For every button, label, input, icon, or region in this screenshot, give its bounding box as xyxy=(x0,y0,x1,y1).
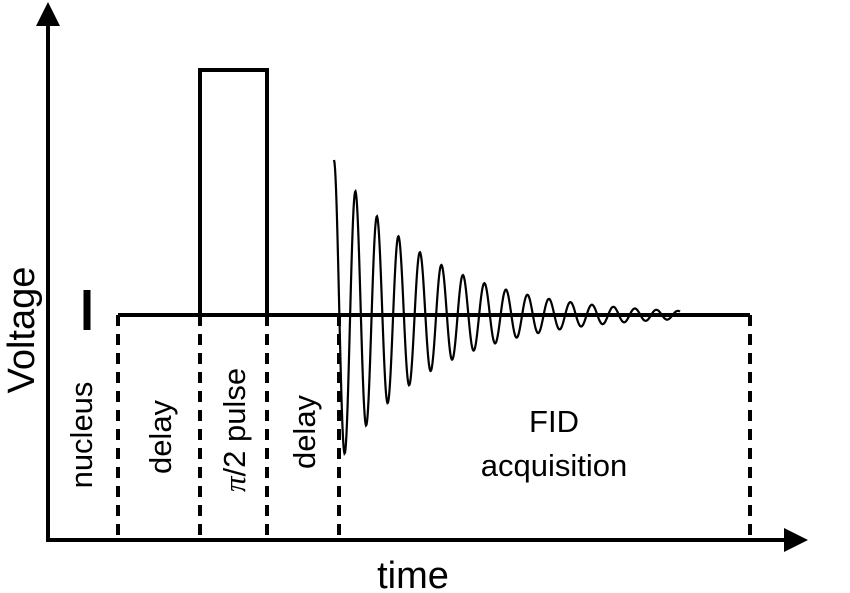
fid-signal-curve xyxy=(332,159,681,457)
x-axis-label: time xyxy=(377,555,449,593)
delay-label-1: delay xyxy=(143,399,178,474)
delay-label-2: delay xyxy=(287,394,322,469)
pi-symbol: π xyxy=(217,475,252,492)
nucleus-label: nucleus xyxy=(64,382,99,489)
pulse-label-rest: /2 pulse xyxy=(217,368,252,477)
fid-label-line2: acquisition xyxy=(481,448,627,483)
pulse-rectangle xyxy=(198,68,269,317)
x-axis-arrowhead xyxy=(784,528,808,552)
pulse-label: π/2 pulse xyxy=(217,368,252,492)
y-axis-label: Voltage xyxy=(1,267,43,394)
fid-label-line1: FID xyxy=(529,404,579,439)
y-axis-arrowhead xyxy=(36,2,60,26)
